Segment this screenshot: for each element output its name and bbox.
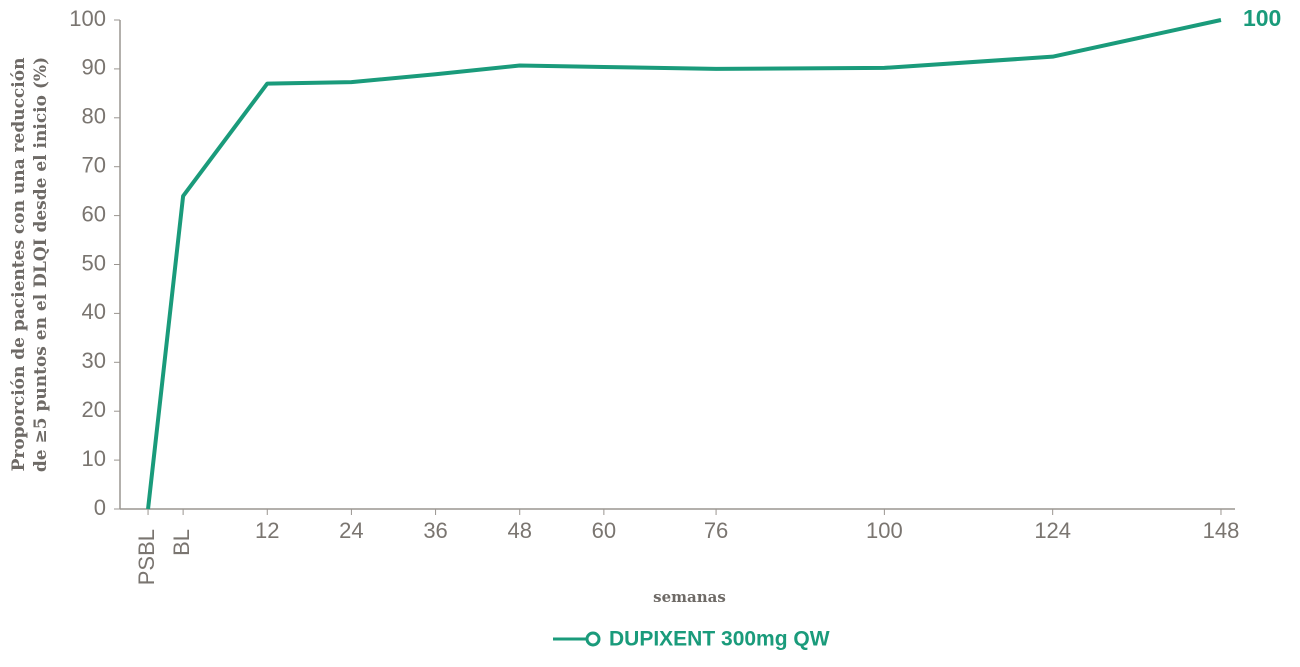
x-tick-label: 76 bbox=[704, 518, 728, 543]
legend-marker bbox=[585, 631, 601, 647]
y-tick-label: 50 bbox=[82, 250, 106, 275]
x-axis-title: semanas bbox=[653, 588, 726, 606]
x-tick-label: 24 bbox=[339, 518, 363, 543]
y-tick-label: 0 bbox=[94, 495, 106, 520]
x-tick-label: 48 bbox=[507, 518, 531, 543]
y-tick-label: 10 bbox=[82, 446, 106, 471]
x-tick-label: 124 bbox=[1034, 518, 1071, 543]
x-tick-label: 12 bbox=[255, 518, 279, 543]
x-tick-label: 148 bbox=[1203, 518, 1240, 543]
legend-label: DUPIXENT 300mg QW bbox=[609, 628, 830, 651]
y-tick-label: 30 bbox=[82, 348, 106, 373]
x-tick-label: 36 bbox=[423, 518, 447, 543]
x-tick-label: 60 bbox=[592, 518, 616, 543]
y-tick-label: 70 bbox=[82, 153, 106, 178]
x-tick-label: PSBL bbox=[134, 529, 159, 585]
y-axis-title-line: de ≥5 puntos en el DLQI desde el inicio … bbox=[31, 57, 51, 472]
y-axis-title: Proporción de pacientes con una reducció… bbox=[9, 57, 51, 472]
y-tick-label: 60 bbox=[82, 201, 106, 226]
y-tick-label: 40 bbox=[82, 299, 106, 324]
annotation: 100 bbox=[1243, 5, 1281, 31]
y-tick-label: 90 bbox=[82, 55, 106, 80]
y-axis-title-line: Proporción de pacientes con una reducció… bbox=[9, 58, 29, 472]
x-tick-label: 100 bbox=[866, 518, 903, 543]
y-tick-label: 80 bbox=[82, 104, 106, 129]
data-line bbox=[146, 18, 1222, 510]
y-tick-label: 100 bbox=[69, 6, 106, 31]
y-tick-label: 20 bbox=[82, 397, 106, 422]
x-tick-label: BL bbox=[169, 529, 194, 556]
